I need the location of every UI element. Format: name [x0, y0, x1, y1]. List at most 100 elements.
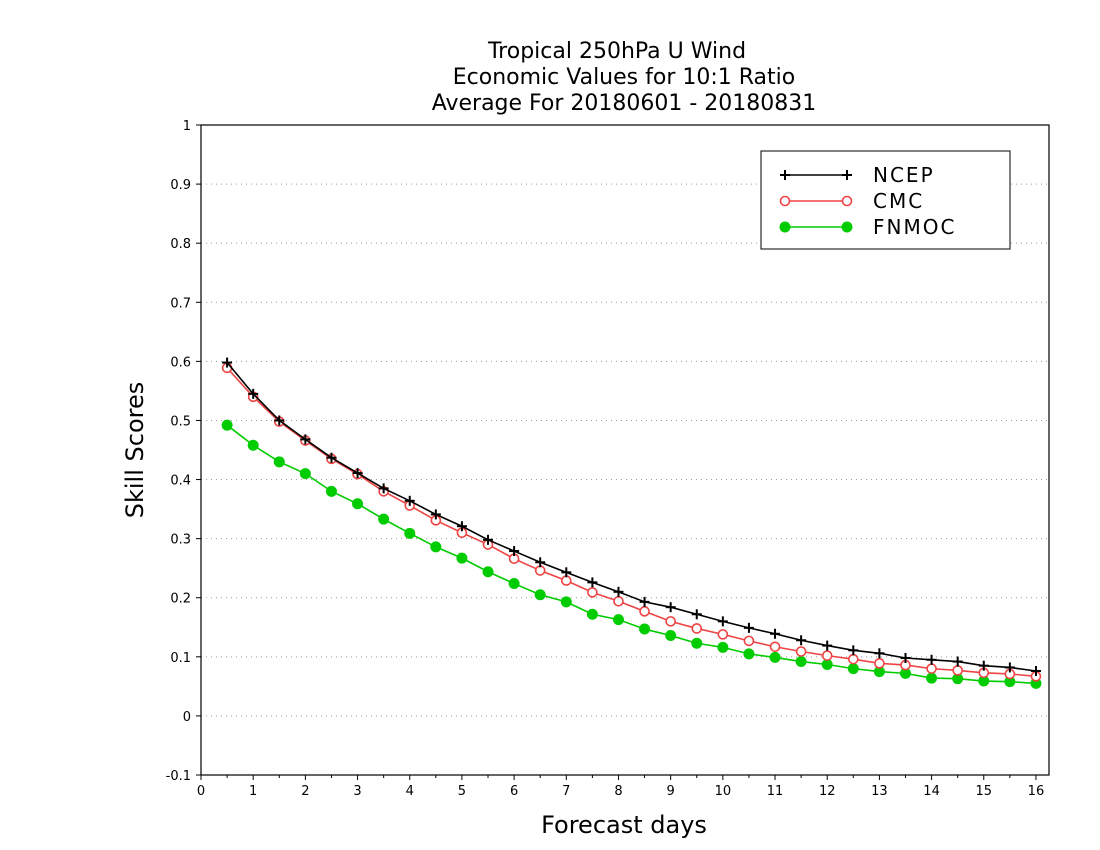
ncep-point: [691, 609, 702, 620]
y-tick-label: 0.6: [170, 355, 191, 370]
ncep-point: [587, 577, 598, 588]
ncep-point: [1030, 666, 1041, 676]
ncep-point: [926, 654, 937, 665]
cmc-point: [769, 641, 781, 653]
ncep-point: [222, 357, 233, 368]
fnmoc-point: [926, 672, 938, 684]
cmc-point: [587, 587, 598, 598]
fnmoc-point: [560, 596, 572, 608]
fnmoc-point: [482, 566, 494, 578]
plot-frame: [200, 124, 1050, 776]
y-tick-label: 0.9: [170, 178, 191, 193]
ncep-point: [978, 660, 989, 671]
cmc-point: [639, 606, 650, 617]
x-tick-label: 10: [715, 784, 732, 799]
ncep-point: [717, 616, 728, 627]
ncep-point: [378, 483, 389, 494]
ncep-point: [796, 635, 807, 646]
ncep-point: [770, 628, 781, 639]
axis-ticks: -0.100.10.20.30.40.50.60.70.80.910 1 2 3 4 5 6…: [166, 119, 1045, 799]
y-tick-label: 0.2: [170, 592, 191, 607]
cmc-point: [743, 635, 755, 647]
fnmoc-point: [352, 498, 364, 510]
fnmoc-point: [691, 637, 703, 649]
fnmoc-point: [795, 656, 807, 668]
legend-label-fnmoc: FNMOC: [873, 215, 956, 239]
cmc-point: [874, 658, 885, 669]
legend-label-cmc: CMC: [873, 189, 924, 213]
legend-marker-fnmoc: [841, 221, 853, 233]
cmc-point: [560, 575, 572, 586]
fnmoc-point: [247, 439, 259, 451]
ncep-point: [561, 567, 572, 578]
cmc-point: [665, 616, 676, 627]
plot-series: [221, 357, 1042, 689]
x-tick-label: 12: [819, 784, 836, 799]
fnmoc-point: [717, 641, 729, 653]
x-tick-label: 2: [301, 784, 309, 799]
ncep-point: [613, 586, 624, 597]
ncep-point: [274, 415, 285, 426]
ncep-point: [300, 434, 311, 445]
legend-marker-cmc: [841, 195, 853, 207]
y-tick-label: -0.1: [166, 769, 191, 784]
cmc-line: [226, 367, 1037, 678]
legend-entry-ncep: NCEP: [780, 163, 933, 187]
y-tick-label: 1: [183, 119, 191, 134]
legend-box: [760, 150, 1011, 250]
ncep-point: [1004, 662, 1015, 673]
fnmoc-line: [226, 424, 1037, 685]
fnmoc-point: [325, 485, 337, 497]
y-tick-label: 0.1: [170, 651, 191, 666]
x-tick-label: 1: [249, 784, 257, 799]
cmc-point: [613, 595, 624, 607]
ncep-point: [665, 602, 676, 613]
ncep-point: [404, 495, 415, 506]
y-tick-label: 0.5: [170, 414, 191, 429]
ncep-point: [874, 648, 885, 659]
x-tick-label: 14: [923, 784, 940, 799]
fnmoc-series: [221, 419, 1042, 689]
ncep-point: [326, 452, 337, 463]
x-tick-label: 16: [1028, 784, 1045, 799]
ncep-point: [900, 653, 911, 663]
cmc-point: [848, 653, 859, 665]
chart-title-line-2: Economic Values for 10:1 Ratio: [453, 65, 795, 90]
legend-marker-fnmoc: [779, 221, 791, 233]
ncep-point: [430, 509, 441, 520]
cmc-point: [821, 650, 833, 661]
fnmoc-point: [221, 419, 233, 431]
x-tick-label: 8: [614, 784, 622, 799]
fnmoc-point: [534, 589, 546, 601]
x-tick-label: 0: [197, 784, 205, 799]
x-tick-label: 15: [975, 784, 992, 799]
legend-marker-cmc: [779, 195, 791, 207]
x-tick-label: 13: [871, 784, 888, 799]
ncep-point: [952, 656, 963, 667]
fnmoc-point: [586, 608, 598, 620]
grid-lines: [201, 183, 1049, 717]
ncep-point: [456, 521, 467, 532]
ncep-point: [248, 388, 259, 399]
chart-title-line-3: Average For 20180601 - 20180831: [432, 91, 817, 116]
chart-title-line-1: Tropical 250hPa U Wind: [487, 39, 746, 64]
fnmoc-point: [769, 651, 781, 663]
cmc-series: [221, 362, 1042, 682]
x-axis-label: Forecast days: [541, 811, 707, 839]
cmc-point: [952, 665, 963, 676]
cmc-point: [534, 565, 546, 576]
x-tick-label: 4: [406, 784, 414, 799]
y-tick-label: 0.4: [170, 474, 191, 489]
ncep-point: [848, 645, 859, 656]
cmc-point: [926, 663, 937, 674]
ncep-point: [483, 534, 494, 545]
fnmoc-point: [639, 623, 651, 635]
y-tick-label: 0.7: [170, 296, 191, 311]
legend-marker-ncep: [780, 170, 790, 180]
x-tick-label: 3: [353, 784, 361, 799]
x-tick-label: 5: [458, 784, 466, 799]
x-tick-label: 6: [510, 784, 518, 799]
